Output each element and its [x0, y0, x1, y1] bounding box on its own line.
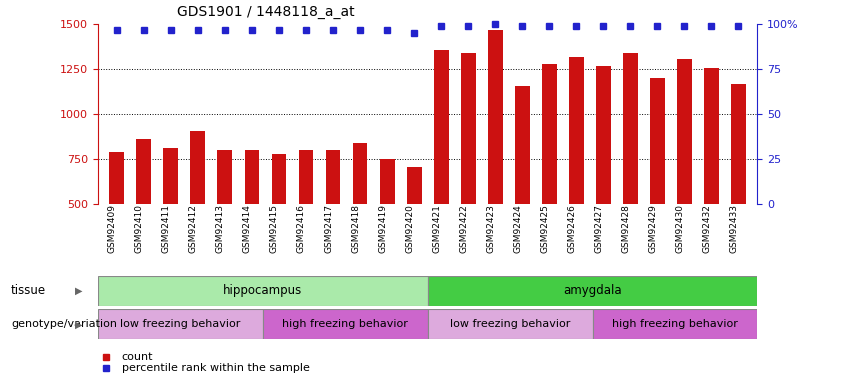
Text: GSM92417: GSM92417	[324, 204, 333, 254]
Bar	[244, 150, 260, 294]
Text: GSM92421: GSM92421	[432, 204, 441, 253]
Text: GSM92419: GSM92419	[378, 204, 387, 254]
Bar	[427, 276, 757, 306]
Text: GSM92430: GSM92430	[676, 204, 684, 254]
Text: amygdala: amygdala	[563, 284, 622, 297]
Bar	[515, 86, 529, 294]
Bar	[427, 309, 592, 339]
Text: ▶: ▶	[76, 286, 83, 296]
Bar	[460, 53, 476, 294]
Bar	[568, 57, 584, 294]
Text: GSM92427: GSM92427	[594, 204, 603, 253]
Bar	[191, 130, 205, 294]
Text: GSM92410: GSM92410	[134, 204, 144, 254]
Text: GSM92428: GSM92428	[621, 204, 631, 253]
Bar	[263, 309, 427, 339]
Text: GSM92424: GSM92424	[513, 204, 523, 253]
Text: GSM92414: GSM92414	[243, 204, 252, 253]
Text: GSM92418: GSM92418	[351, 204, 360, 254]
Bar	[299, 150, 313, 294]
Text: GSM92411: GSM92411	[162, 204, 171, 254]
Text: hippocampus: hippocampus	[223, 284, 302, 297]
Bar	[352, 143, 368, 294]
Text: tissue: tissue	[11, 284, 46, 297]
Text: high freezing behavior: high freezing behavior	[283, 320, 408, 329]
Bar	[98, 309, 263, 339]
Bar	[136, 139, 151, 294]
Bar	[650, 78, 665, 294]
Text: percentile rank within the sample: percentile rank within the sample	[122, 363, 310, 373]
Bar	[407, 166, 421, 294]
Bar	[109, 152, 124, 294]
Text: low freezing behavior: low freezing behavior	[120, 320, 241, 329]
Text: GSM92429: GSM92429	[648, 204, 657, 253]
Text: GSM92426: GSM92426	[568, 204, 576, 253]
Bar	[488, 30, 503, 294]
Text: GSM92415: GSM92415	[270, 204, 279, 254]
Text: GSM92416: GSM92416	[297, 204, 306, 254]
Bar	[271, 154, 287, 294]
Text: ▶: ▶	[76, 320, 83, 329]
Bar	[218, 150, 232, 294]
Text: genotype/variation: genotype/variation	[11, 320, 117, 329]
Text: GSM92420: GSM92420	[405, 204, 414, 253]
Bar	[731, 84, 746, 294]
Bar	[542, 64, 557, 294]
Text: high freezing behavior: high freezing behavior	[612, 320, 738, 329]
Text: GSM92409: GSM92409	[108, 204, 117, 254]
Bar	[596, 66, 611, 294]
Text: GSM92412: GSM92412	[189, 204, 198, 253]
Bar	[592, 309, 757, 339]
Text: GSM92433: GSM92433	[729, 204, 739, 254]
Bar	[434, 50, 448, 294]
Bar	[326, 150, 340, 294]
Text: low freezing behavior: low freezing behavior	[450, 320, 570, 329]
Text: GSM92413: GSM92413	[216, 204, 225, 254]
Text: count: count	[122, 352, 153, 362]
Text: GSM92425: GSM92425	[540, 204, 549, 253]
Bar	[163, 148, 178, 294]
Bar	[98, 276, 427, 306]
Bar	[704, 68, 719, 294]
Text: GSM92422: GSM92422	[460, 204, 468, 253]
Text: GDS1901 / 1448118_a_at: GDS1901 / 1448118_a_at	[177, 5, 355, 19]
Text: GSM92423: GSM92423	[486, 204, 495, 253]
Text: GSM92432: GSM92432	[702, 204, 711, 253]
Bar	[380, 159, 395, 294]
Bar	[677, 58, 692, 294]
Bar	[623, 53, 637, 294]
